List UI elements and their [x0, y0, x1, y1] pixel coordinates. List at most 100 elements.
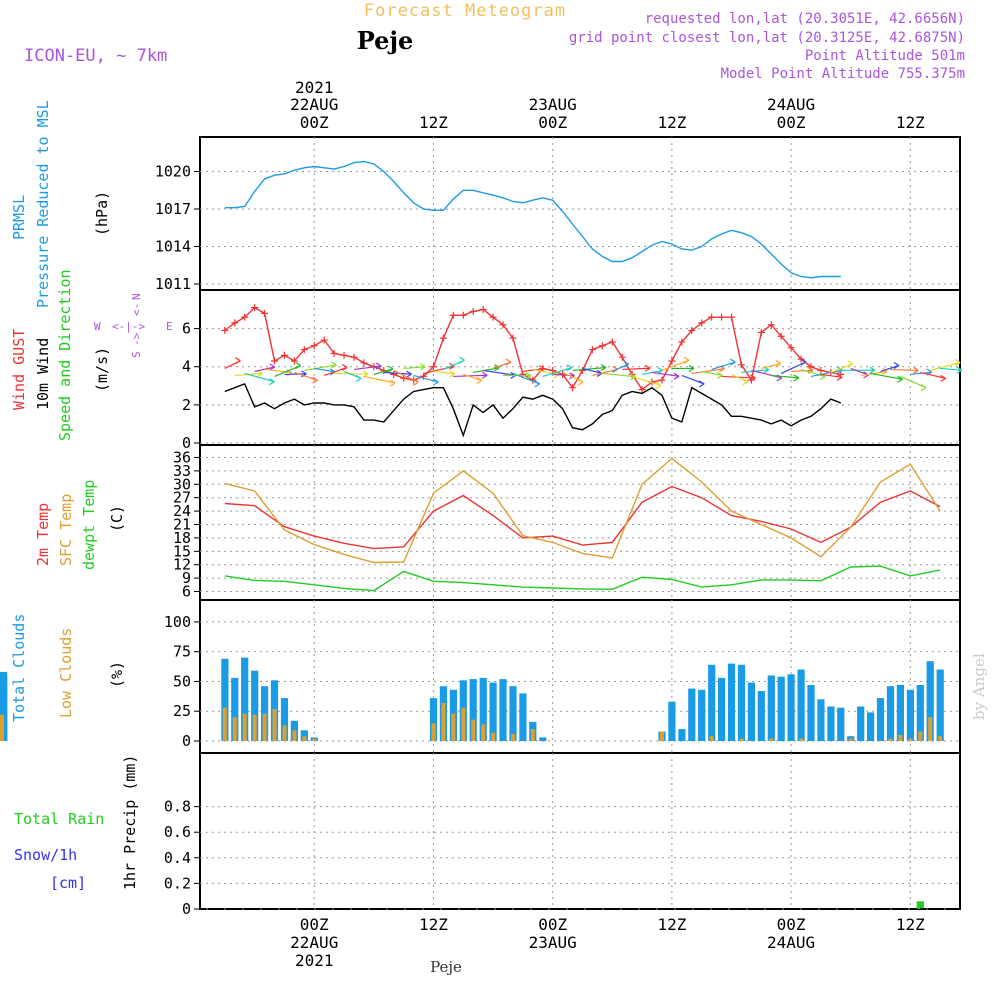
wind-direction-arrow: [830, 363, 854, 374]
wind-direction-arrow: [661, 359, 690, 372]
wind-direction-arrow: [880, 364, 900, 373]
wind-arrow-head: [956, 366, 963, 374]
bottom-axis-label: 12Z: [419, 915, 448, 934]
wind-direction-arrow: [304, 364, 337, 372]
bar-low-clouds: [272, 708, 277, 741]
bar-low-clouds: [938, 736, 943, 741]
wind-arrow-head: [716, 371, 723, 379]
wind-direction-arrow: [701, 370, 723, 376]
bar-low-clouds: [232, 717, 237, 741]
gust-marker: [728, 313, 736, 321]
top-axis-label: 12Z: [896, 113, 925, 132]
gust-marker: [390, 370, 398, 378]
top-axis-label: 00Z: [300, 113, 329, 132]
temp-unit: (C): [108, 505, 126, 532]
wind-direction-arrow: [244, 372, 275, 383]
bar-total-clouds: [0, 685, 8, 741]
bar-total-clouds: [757, 691, 765, 741]
wind-arrow-head: [913, 366, 919, 374]
gust-marker: [340, 351, 348, 359]
wind-arrow-head: [673, 372, 680, 380]
compass-s: S: [130, 351, 143, 358]
wind-direction-arrow: [413, 374, 439, 383]
snow-unit-label: [cm]: [50, 874, 86, 892]
gust-marker: [271, 357, 279, 365]
wind-arrow-head: [476, 376, 483, 384]
wind-direction-arrow: [900, 375, 927, 389]
compass-arrow-up: <-: [130, 303, 143, 316]
wind-arrow-head: [775, 359, 782, 367]
gust-marker: [708, 313, 716, 321]
bar-total-clouds: [837, 707, 845, 741]
wind-arrow-head: [730, 358, 736, 366]
bottom-axis-label: 00Z: [538, 915, 567, 934]
bar-low-clouds: [848, 738, 853, 741]
wind-arrow-head: [742, 378, 749, 386]
bar-low-clouds: [0, 714, 4, 741]
gust-marker: [251, 304, 259, 312]
bottom-axis-label: 22AUG: [290, 933, 338, 952]
wind-direction-arrow: [294, 371, 318, 381]
bar-low-clouds: [441, 702, 446, 741]
wind-arrow-head: [897, 375, 903, 383]
y-tick-label: 30: [173, 475, 191, 493]
wind-arrow-head: [800, 358, 807, 366]
bar-low-clouds: [222, 707, 227, 741]
wind-arrow-head: [920, 384, 927, 392]
top-axis-label: 00Z: [538, 113, 567, 132]
bar-low-clouds: [451, 713, 456, 741]
y-tick-label: 27: [173, 489, 191, 507]
temp-sfc-label: SFC Temp: [57, 494, 75, 566]
low-clouds-label: Low Clouds: [57, 628, 75, 718]
bar-total-clouds: [678, 729, 686, 741]
wind-arrow-head: [836, 373, 843, 381]
wind-direction-arrow: [512, 372, 540, 385]
bar-low-clouds: [928, 717, 933, 741]
wind-arrow-head: [459, 356, 465, 364]
gust-marker: [767, 321, 775, 329]
gust-marker: [668, 357, 676, 365]
wind-arrow-head: [312, 376, 318, 384]
bar-total-clouds: [708, 664, 716, 741]
top-axis-label: 24AUG: [767, 95, 815, 114]
gust-marker: [469, 307, 477, 315]
bar-low-clouds: [908, 738, 913, 741]
y-tick-label: 1011: [155, 275, 191, 293]
y-tick-label: 21: [173, 516, 191, 534]
bar-total-clouds: [429, 698, 438, 741]
y-tick-label: 75: [173, 643, 191, 661]
top-axis-label: 12Z: [419, 113, 448, 132]
wind-arrow-head: [940, 374, 946, 382]
gust-marker: [290, 357, 298, 365]
wind-direction-arrow: [622, 367, 651, 371]
y-tick-label: 0: [182, 434, 191, 452]
wind-speed-dir-label: Speed and Direction: [56, 269, 74, 441]
wind-direction-arrow: [681, 374, 705, 385]
wind-direction-arrow: [850, 367, 869, 376]
gust-marker: [280, 351, 288, 359]
wind-arrow-head: [269, 363, 276, 371]
bar-total-clouds: [519, 693, 527, 741]
bar-total-clouds: [668, 701, 676, 741]
gust-marker: [777, 332, 785, 340]
wind-direction-arrow: [323, 366, 348, 377]
wind-arrow-head: [433, 378, 439, 386]
bar-total-clouds: [896, 685, 904, 741]
wind-arrow-head: [420, 363, 426, 371]
wind-arrow-head: [295, 362, 301, 370]
chart-title: Peje: [357, 26, 414, 55]
bottom-axis-label: 00Z: [300, 915, 329, 934]
wind-arrow-head: [623, 360, 629, 368]
bar-total-clouds: [886, 686, 895, 741]
wind-direction-arrow: [284, 373, 307, 376]
bar-total-clouds: [489, 682, 497, 741]
wind-direction-arrow: [751, 369, 783, 379]
wind-arrow-head: [954, 358, 961, 366]
bottom-axis-label: 2021: [295, 951, 334, 970]
gust-marker: [221, 327, 229, 335]
wind-arrow-head: [355, 374, 362, 382]
panel-frame: [199, 599, 961, 754]
wind-direction-arrow: [492, 361, 512, 370]
bar-low-clouds: [312, 738, 317, 741]
